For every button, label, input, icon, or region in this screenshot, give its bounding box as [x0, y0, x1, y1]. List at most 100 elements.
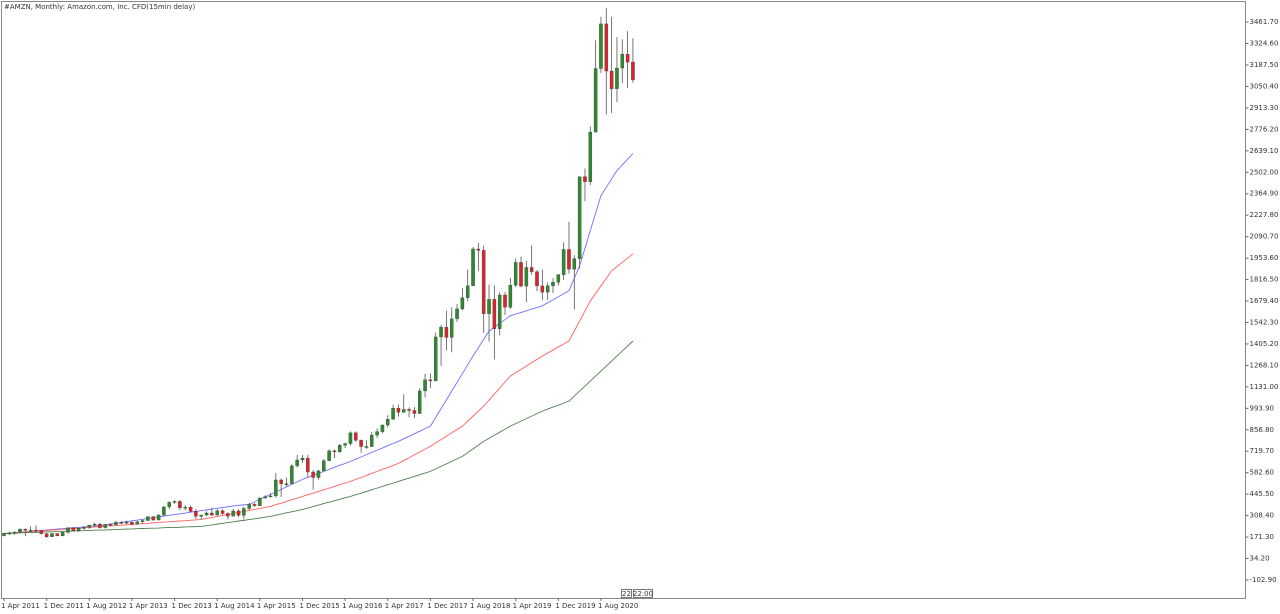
y-tick-label: 1542.30: [1250, 318, 1279, 326]
candle-body: [513, 262, 518, 286]
candle-body: [167, 502, 171, 508]
moving-average-line: [3, 340, 634, 534]
candle-body: [433, 336, 438, 382]
candle-body: [220, 510, 225, 514]
candle-body: [599, 23, 603, 69]
candle-body: [311, 471, 315, 478]
candle-body: [380, 424, 385, 432]
candle-body: [407, 409, 411, 411]
candle-body: [439, 327, 443, 338]
candle-body: [34, 529, 38, 532]
candles: [2, 7, 635, 538]
y-tick-label: 2090.70: [1250, 233, 1279, 241]
candle-body: [87, 524, 92, 528]
candle-body: [428, 379, 433, 382]
candle-body: [412, 410, 417, 414]
candle-body: [476, 248, 481, 251]
x-tick-label: 1 Apr 2013: [129, 602, 168, 610]
candle-body: [306, 457, 310, 473]
y-tick-label: 3050.40: [1250, 82, 1279, 90]
x-tick-label: 1 Apr 2015: [257, 602, 296, 610]
y-tick-label: 719.70: [1250, 447, 1275, 455]
candle-body: [18, 528, 22, 533]
candle-body: [268, 495, 273, 498]
y-tick-label: 3324.60: [1250, 40, 1279, 48]
y-tick-label: 3187.50: [1250, 61, 1279, 69]
candle-body: [529, 267, 534, 272]
candle-body: [290, 465, 294, 484]
candle-body: [508, 284, 513, 308]
candle-body: [28, 529, 33, 532]
candle-body: [119, 522, 124, 524]
x-tick-label: 1 Apr 2011: [1, 602, 40, 610]
candle-body: [172, 501, 177, 503]
candle-body: [295, 459, 299, 467]
candle-body: [71, 527, 76, 531]
candle-body: [162, 506, 166, 516]
candle-body: [284, 483, 289, 485]
candle-body: [188, 507, 193, 512]
candle-body: [359, 440, 363, 447]
candle-body: [561, 249, 566, 275]
y-tick-label: 2502.00: [1250, 168, 1279, 176]
candle-body: [465, 285, 470, 298]
candle-body: [92, 523, 97, 526]
candle-body: [503, 294, 507, 308]
candle-body: [135, 521, 139, 525]
candle-body: [140, 520, 145, 522]
y-tick-label: 1268.10: [1250, 361, 1279, 369]
candle-body: [545, 285, 550, 293]
y-tick-label: 1679.40: [1250, 297, 1279, 305]
x-tick-label: 1 Aug 2014: [214, 602, 255, 610]
x-tick-label: 1 Dec 2011: [44, 602, 84, 610]
cursor-day: 22: [622, 590, 631, 598]
candle-body: [210, 512, 214, 516]
candle-body: [519, 262, 523, 287]
x-tick-label: 1 Apr 2017: [385, 602, 424, 610]
candle-body: [593, 68, 598, 133]
candle-body: [417, 390, 422, 414]
candle-body: [226, 513, 230, 517]
y-tick-label: 2776.20: [1250, 125, 1279, 133]
candle-body: [338, 445, 342, 452]
x-tick-label: 1 Dec 2019: [555, 602, 595, 610]
candle-body: [455, 308, 459, 319]
candle-body: [60, 532, 65, 537]
candle-body: [556, 274, 561, 283]
candle-body: [631, 61, 635, 81]
candle-body: [151, 516, 155, 521]
candle-body: [588, 131, 593, 182]
y-tick-label: 34.20: [1250, 555, 1270, 563]
candle-body: [300, 457, 305, 461]
cursor-time-box: [633, 589, 653, 598]
x-tick-label: 1 Aug 2018: [470, 602, 510, 610]
chart-title: #AMZN, Monthly: Amazon.com, Inc. CFD(15m…: [4, 3, 195, 11]
candle-body: [391, 408, 395, 420]
candle-body: [364, 446, 369, 448]
candle-body: [332, 450, 337, 453]
candle-body: [444, 327, 449, 338]
candle-body: [375, 431, 379, 436]
candle-body: [572, 258, 577, 270]
candle-body: [625, 53, 630, 63]
candle-body: [242, 508, 246, 516]
x-tick-label: 1 Aug 2016: [342, 602, 383, 610]
candle-body: [497, 294, 502, 329]
candle-body: [316, 470, 321, 478]
candle-body: [108, 524, 113, 526]
y-tick-label: 2227.80: [1250, 211, 1279, 219]
x-tick-label: 1 Apr 2019: [513, 602, 552, 610]
candle-body: [7, 532, 12, 535]
y-tick-label: 308.40: [1250, 512, 1275, 520]
candle-body: [348, 432, 353, 444]
candle-body: [449, 318, 454, 338]
y-tick-label: 1405.20: [1250, 340, 1279, 348]
candle-body: [604, 23, 609, 72]
moving-average-line: [3, 253, 634, 534]
candle-body: [370, 434, 374, 447]
candle-body: [577, 176, 582, 259]
candle-body: [146, 516, 150, 521]
candle-body: [98, 523, 102, 528]
candle-body: [44, 533, 49, 537]
